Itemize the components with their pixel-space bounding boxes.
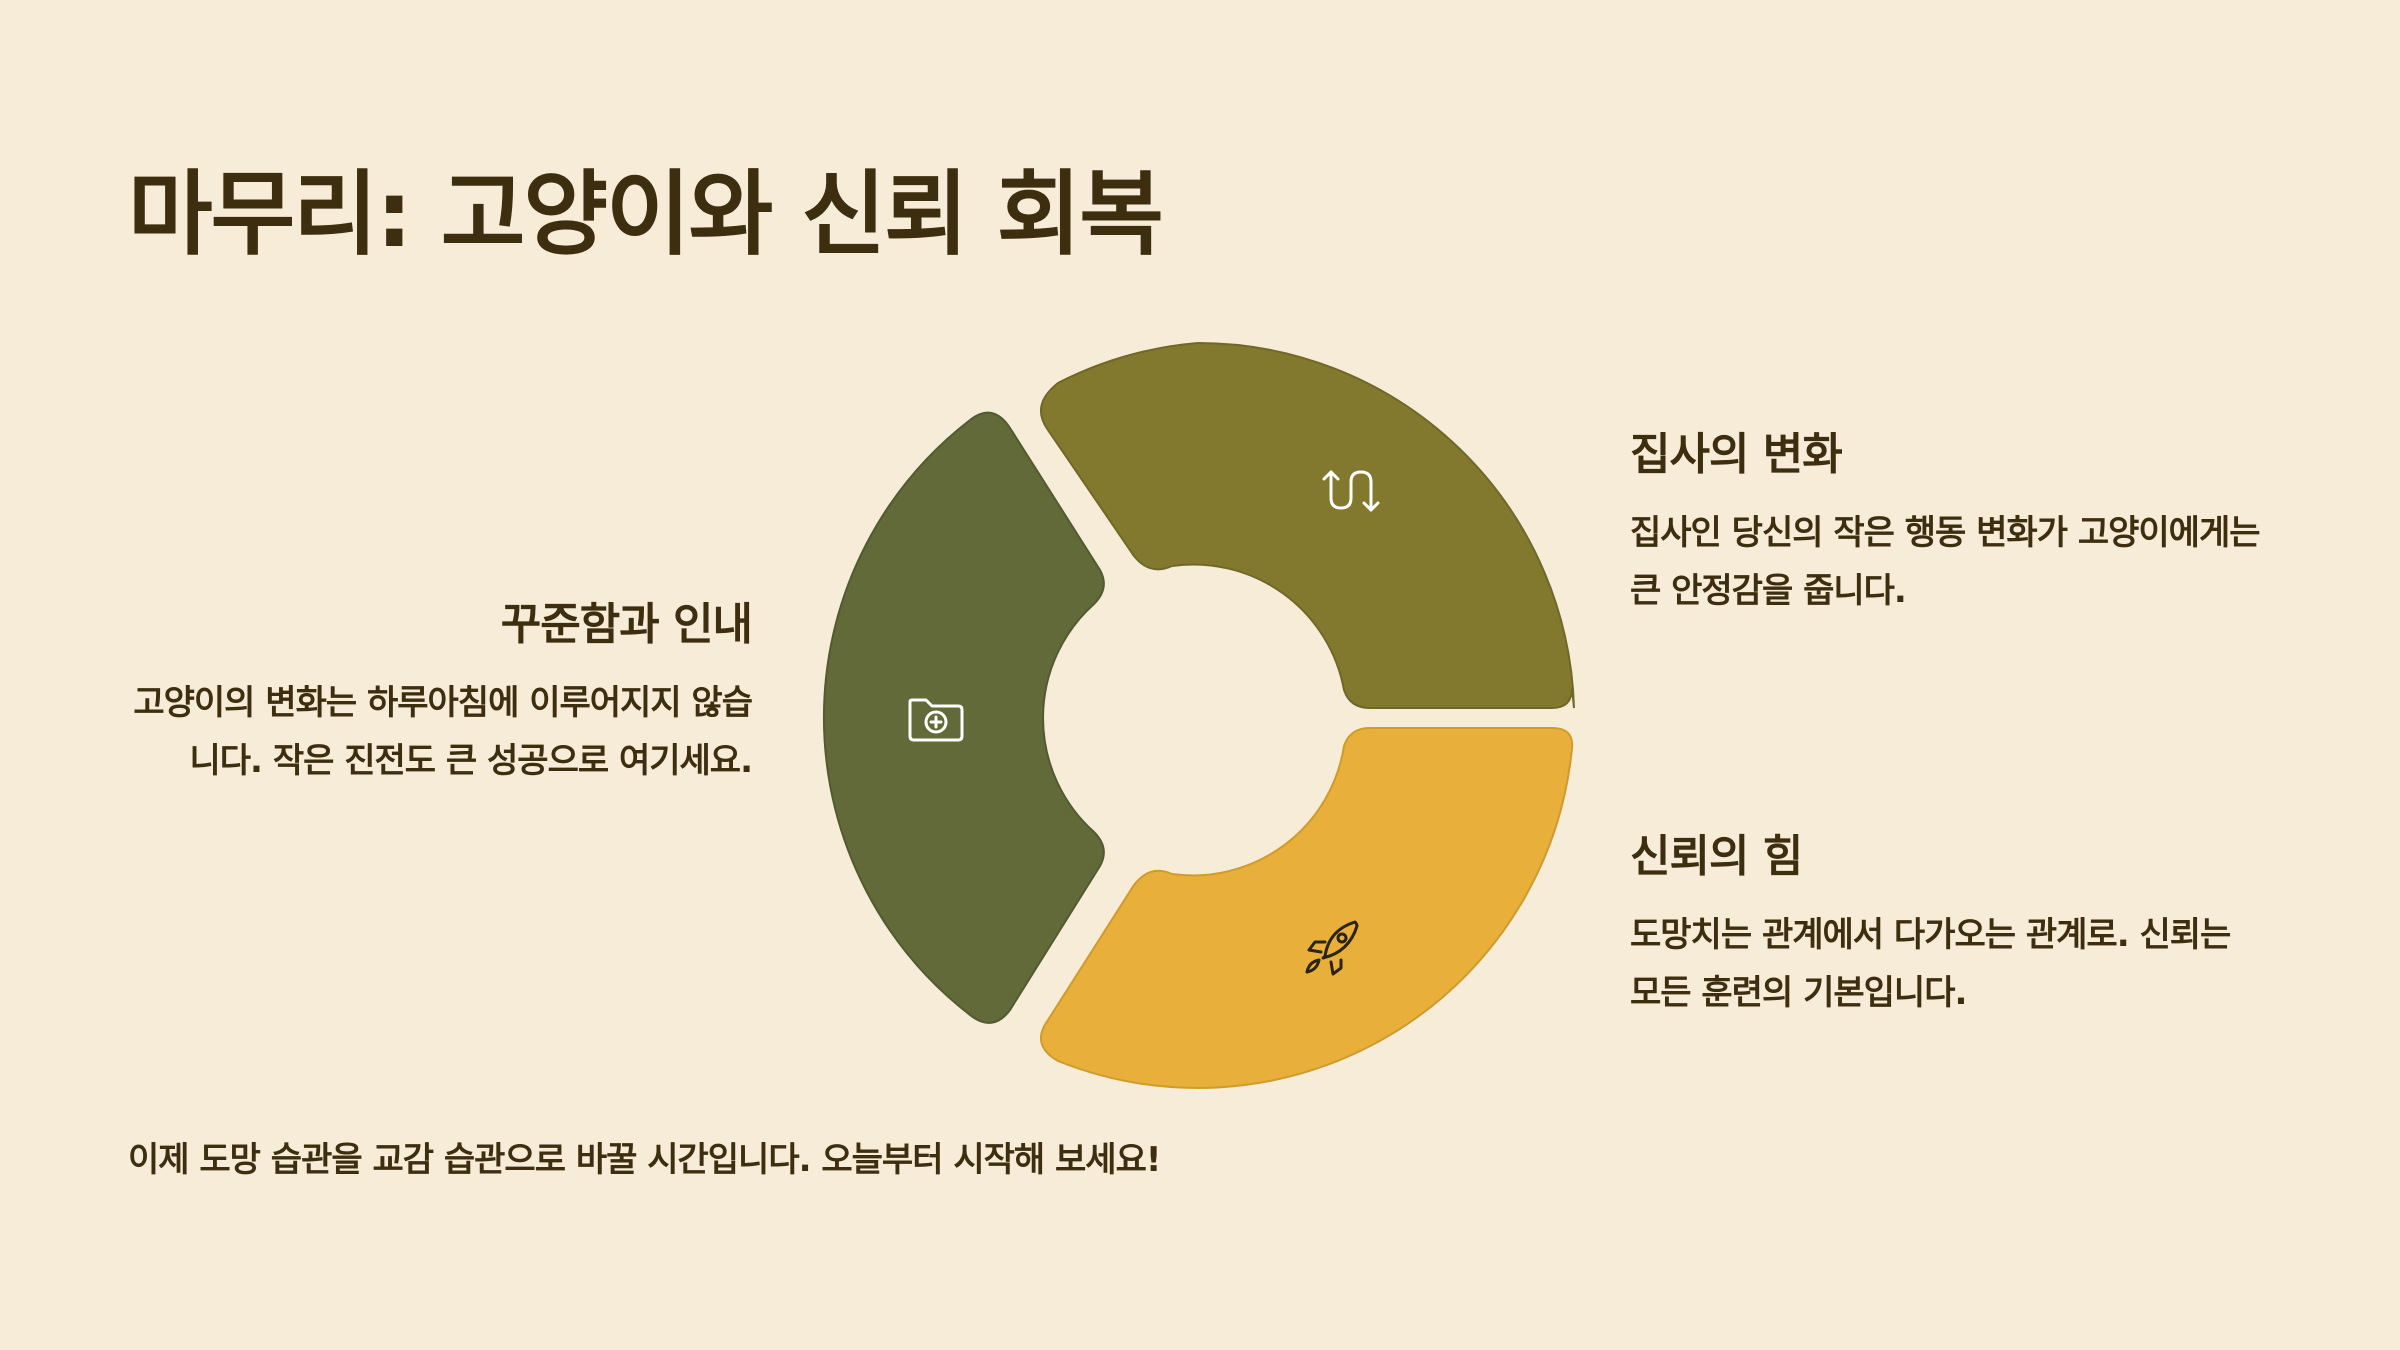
segment-top-right-heading: 집사의 변화 bbox=[1630, 429, 1843, 480]
folder-plus-icon bbox=[908, 698, 964, 742]
segment-left bbox=[823, 411, 1105, 1024]
segment-bottom-right-description: 도망치는 관계에서 다가오는 관계로. 신뢰는 모든 훈련의 기본입니다. bbox=[1630, 915, 2231, 1013]
segment-top-right bbox=[1039, 341, 1575, 710]
segment-bottom-right-text: 신뢰의 힘 도망치는 관계에서 다가오는 관계로. 신뢰는 모든 훈련의 기본입… bbox=[1630, 820, 2270, 1022]
segment-top-right-text: 집사의 변화 집사인 당신의 작은 행동 변화가 고양이에게는 큰 안정감을 줍… bbox=[1630, 418, 2270, 620]
exchange-arrows-icon bbox=[1322, 470, 1380, 512]
segment-left-text: 꾸준함과 인내 고양이의 변화는 하루아침에 이루어지지 않습니다. 작은 진전… bbox=[120, 588, 753, 790]
segment-bottom-right bbox=[1039, 727, 1574, 1089]
segment-top-right-description: 집사인 당신의 작은 행동 변화가 고양이에게는 큰 안정감을 줍니다. bbox=[1630, 513, 2261, 611]
footer-text: 이제 도망 습관을 교감 습관으로 바꿀 시간입니다. 오늘부터 시작해 보세요… bbox=[128, 1140, 1161, 1180]
segment-bottom-right-heading: 신뢰의 힘 bbox=[1630, 831, 1803, 882]
segment-left-heading: 꾸준함과 인내 bbox=[500, 599, 753, 650]
page-title: 마무리: 고양이와 신뢰 회복 bbox=[128, 161, 1164, 268]
rocket-icon bbox=[1305, 920, 1359, 976]
segment-left-description: 고양이의 변화는 하루아침에 이루어지지 않습니다. 작은 진전도 큰 성공으로… bbox=[133, 683, 753, 781]
